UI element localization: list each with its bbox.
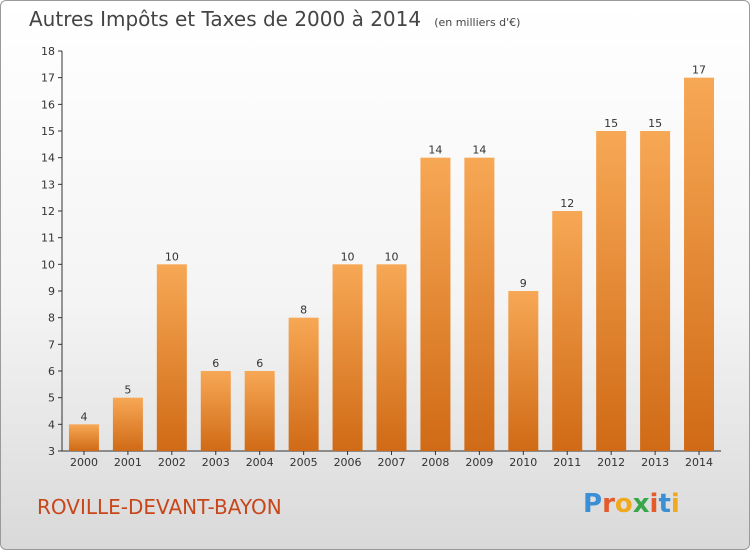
x-tick-label: 2009 <box>465 456 493 469</box>
y-tick-label: 12 <box>41 205 55 218</box>
bar <box>112 397 143 451</box>
bar-value-label: 5 <box>124 384 131 397</box>
x-tick-label: 2004 <box>246 456 274 469</box>
bar <box>200 371 231 451</box>
x-tick-label: 2000 <box>70 456 98 469</box>
logo-letter: r <box>602 489 615 519</box>
bar <box>552 211 583 451</box>
x-tick-label: 2014 <box>685 456 713 469</box>
bar-value-label: 10 <box>165 250 179 263</box>
bar <box>420 157 451 451</box>
y-tick-label: 5 <box>48 392 55 405</box>
bar <box>684 77 715 452</box>
bar-value-label: 14 <box>428 144 442 157</box>
x-tick-label: 2013 <box>641 456 669 469</box>
x-tick-label: 2006 <box>334 456 362 469</box>
bar-value-label: 15 <box>604 117 618 130</box>
bar <box>464 157 495 451</box>
bar-value-label: 10 <box>341 250 355 263</box>
y-tick-label: 8 <box>48 312 55 325</box>
bar <box>332 264 363 451</box>
x-tick-label: 2002 <box>158 456 186 469</box>
y-tick-label: 9 <box>48 285 55 298</box>
y-tick-label: 15 <box>41 125 55 138</box>
bar-value-label: 17 <box>692 64 706 77</box>
logo-letter: x <box>632 489 650 519</box>
x-tick-label: 2001 <box>114 456 142 469</box>
proxiti-logo: Proxiti <box>583 489 680 519</box>
y-tick-label: 10 <box>41 258 55 271</box>
bar-value-label: 6 <box>212 357 219 370</box>
logo-letter: t <box>658 489 671 519</box>
y-tick-label: 13 <box>41 178 55 191</box>
bar <box>288 317 319 451</box>
bar <box>596 131 627 451</box>
y-tick-label: 17 <box>41 72 55 85</box>
bar-value-label: 14 <box>472 144 486 157</box>
x-tick-label: 2007 <box>378 456 406 469</box>
bar-value-label: 8 <box>300 304 307 317</box>
bar-value-label: 6 <box>256 357 263 370</box>
bar <box>640 131 671 451</box>
logo-letter: i <box>649 489 659 519</box>
x-tick-label: 2008 <box>421 456 449 469</box>
y-tick-label: 4 <box>48 418 55 431</box>
logo-letter: o <box>614 489 633 519</box>
bar-value-label: 4 <box>80 410 87 423</box>
x-tick-label: 2010 <box>509 456 537 469</box>
logo-letter: i <box>670 489 680 519</box>
y-tick-label: 16 <box>41 98 55 111</box>
y-tick-label: 7 <box>48 338 55 351</box>
bar-value-label: 9 <box>520 277 527 290</box>
commune-name: ROVILLE-DEVANT-BAYON <box>37 495 282 519</box>
y-tick-label: 18 <box>41 45 55 58</box>
bar-value-label: 12 <box>560 197 574 210</box>
y-tick-label: 14 <box>41 152 55 165</box>
bar-value-label: 15 <box>648 117 662 130</box>
bar <box>156 264 187 451</box>
x-tick-label: 2005 <box>290 456 318 469</box>
title-unit: (en milliers d'€) <box>434 16 521 29</box>
y-tick-label: 6 <box>48 365 55 378</box>
y-tick-label: 11 <box>41 232 55 245</box>
bar-value-label: 10 <box>385 250 399 263</box>
title-text: Autres Impôts et Taxes de 2000 à 2014 <box>29 7 422 31</box>
bar <box>68 424 99 451</box>
x-tick-label: 2011 <box>553 456 581 469</box>
bar <box>508 291 539 451</box>
logo-letter: P <box>583 489 603 519</box>
y-tick-label: 3 <box>48 445 55 458</box>
x-tick-label: 2012 <box>597 456 625 469</box>
chart-title: Autres Impôts et Taxes de 2000 à 2014 (e… <box>29 7 520 31</box>
bar <box>376 264 407 451</box>
bar <box>244 371 275 451</box>
x-tick-label: 2003 <box>202 456 230 469</box>
